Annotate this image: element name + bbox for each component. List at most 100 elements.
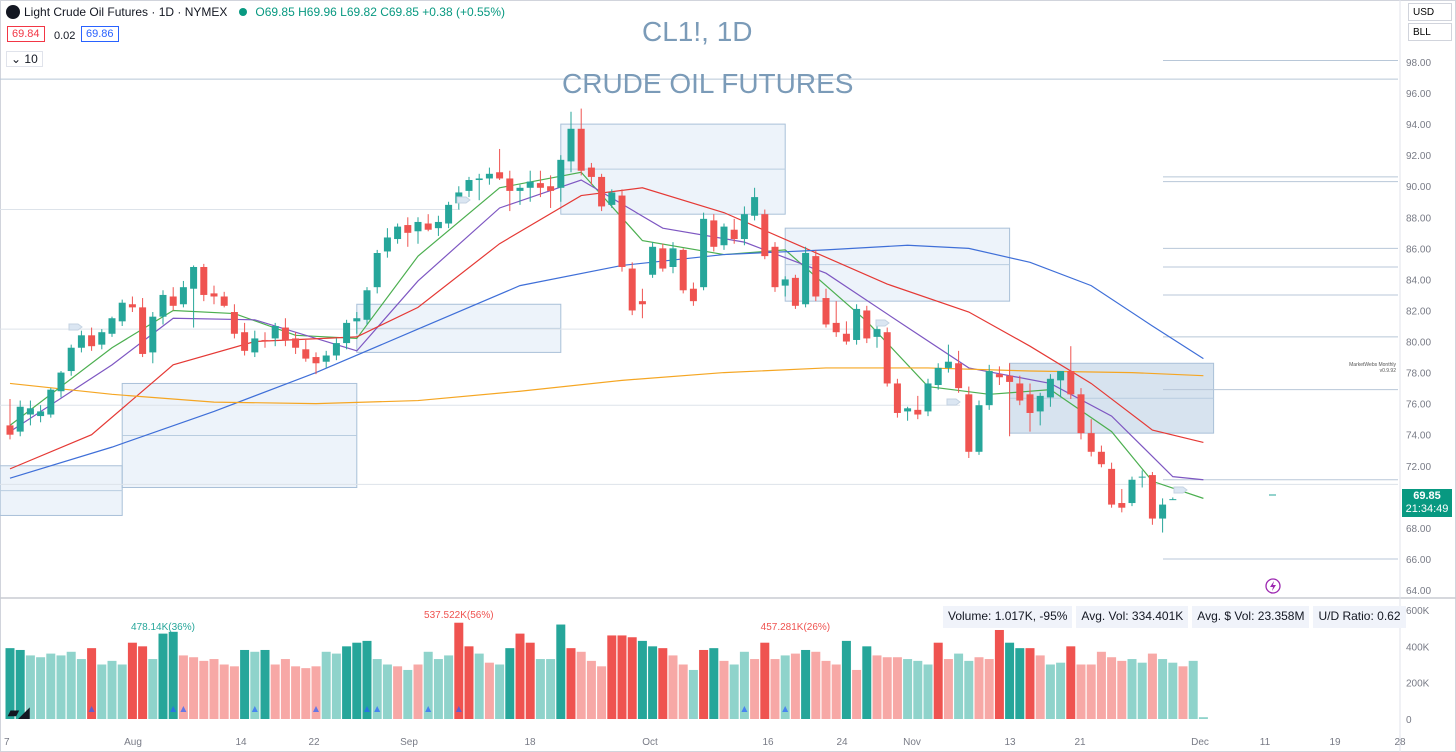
- candle-body: [179, 287, 187, 305]
- volume-tick-label: 400K: [1406, 642, 1430, 653]
- volume-bar: [933, 642, 943, 719]
- buy-price-button[interactable]: 69.86: [81, 26, 119, 42]
- volume-bar: [178, 655, 188, 719]
- volume-bar: [719, 660, 729, 719]
- candle-body: [934, 367, 942, 386]
- volume-bar: [831, 664, 841, 719]
- time-tick-label: Oct: [642, 737, 658, 748]
- volume-current: Volume: 1.017K, -95%: [943, 606, 1073, 628]
- time-tick-label: 11: [1260, 737, 1271, 748]
- candle-body: [220, 296, 228, 306]
- candle-body: [332, 343, 340, 356]
- symbol-title[interactable]: Light Crude Oil Futures · 1D · NYMEX: [24, 5, 228, 19]
- volume-bar: [219, 664, 229, 719]
- price-tick-label: 66.00: [1406, 555, 1431, 566]
- candle-body: [567, 128, 575, 162]
- alert-arrow-icon: [875, 319, 890, 327]
- candle-body: [904, 408, 912, 412]
- candle-body: [485, 173, 493, 179]
- volume-bar: [566, 648, 576, 719]
- time-tick-label: 28: [1394, 737, 1406, 748]
- candle-body: [557, 159, 565, 188]
- candle-body: [985, 371, 993, 406]
- time-tick-label: 21: [1074, 737, 1086, 748]
- candle-body: [832, 322, 840, 333]
- volume-bar: [729, 664, 739, 719]
- candle-body: [373, 253, 381, 288]
- volume-bar: [1168, 662, 1178, 719]
- candle-body: [118, 302, 126, 322]
- candle-body: [751, 197, 759, 216]
- candle-body: [965, 394, 973, 452]
- candle-body: [1046, 378, 1054, 398]
- candles: [6, 108, 1177, 533]
- candle-body: [404, 225, 412, 233]
- volume-bar: [25, 655, 35, 719]
- sell-price-button[interactable]: 69.84: [7, 26, 45, 42]
- candle-body: [281, 327, 289, 340]
- volume-bar: [535, 659, 545, 719]
- candle-body: [822, 298, 830, 325]
- volume-bar: [1096, 651, 1106, 719]
- unit-selector[interactable]: BLL: [1408, 23, 1452, 41]
- indicator-count: 10: [24, 52, 38, 66]
- candle-body: [547, 186, 555, 191]
- candle-body: [924, 383, 932, 412]
- volume-bar: [342, 646, 352, 719]
- misc-marks: [68, 196, 1281, 594]
- tradingview-logo-icon: ▰◢: [8, 704, 30, 720]
- time-tick-label: 19: [1329, 737, 1341, 748]
- indicator-toggle[interactable]: ⌄ 10: [6, 51, 43, 67]
- candle-body: [445, 204, 453, 224]
- volume-bar: [688, 669, 698, 719]
- volume-bar: [362, 640, 372, 719]
- volume-bar: [495, 664, 505, 719]
- chevron-down-icon: ⌄: [11, 52, 22, 66]
- volume-bar: [515, 633, 525, 719]
- candle-body: [1138, 476, 1146, 478]
- candle-body: [98, 332, 106, 345]
- volume-bar: [841, 640, 851, 719]
- marketwebs-version: v0.9.92: [1379, 368, 1396, 374]
- volume-bar: [117, 664, 127, 719]
- currency-selector[interactable]: USD: [1408, 3, 1452, 21]
- volume-bar: [872, 655, 882, 719]
- volume-bar: [484, 662, 494, 719]
- spread-value: 0.02: [54, 30, 76, 42]
- candle-body: [353, 318, 361, 322]
- volume-bar: [576, 651, 586, 719]
- volume-bar: [270, 664, 280, 719]
- volume-annotation: 478.14K(36%): [131, 622, 195, 633]
- candle-body: [343, 322, 351, 344]
- volume-bar: [168, 631, 178, 719]
- candle-body: [312, 357, 320, 364]
- volume-bar: [597, 666, 607, 719]
- candle-body: [1087, 433, 1095, 452]
- candle-body: [230, 312, 238, 334]
- volume-bar: [750, 659, 760, 719]
- volume-bar: [1025, 648, 1035, 719]
- candle-body: [475, 178, 483, 181]
- volume-marker: [180, 706, 187, 712]
- volume-bar: [546, 659, 556, 719]
- volume-bar: [627, 637, 637, 719]
- candle-body: [791, 277, 799, 306]
- volume-bar: [433, 659, 443, 719]
- candle-body: [506, 178, 514, 191]
- volume-bar: [403, 669, 413, 719]
- moving-average-ma_blue: [9, 244, 1204, 479]
- volume-bar: [240, 649, 250, 719]
- candle-body: [669, 248, 677, 267]
- candle-body: [771, 246, 779, 288]
- candle-body: [679, 249, 687, 291]
- candle-body: [853, 308, 861, 340]
- volume-bar: [882, 657, 892, 719]
- marketwebs-name: MarketWebs Monthly: [1349, 362, 1396, 368]
- candle-body: [608, 192, 616, 205]
- candle-body: [251, 338, 259, 353]
- price-tick-label: 78.00: [1406, 369, 1431, 380]
- time-tick-label: Dec: [1191, 737, 1209, 748]
- ohlc-open: O69.85: [255, 5, 295, 19]
- moving-average-ma200: [9, 367, 1204, 405]
